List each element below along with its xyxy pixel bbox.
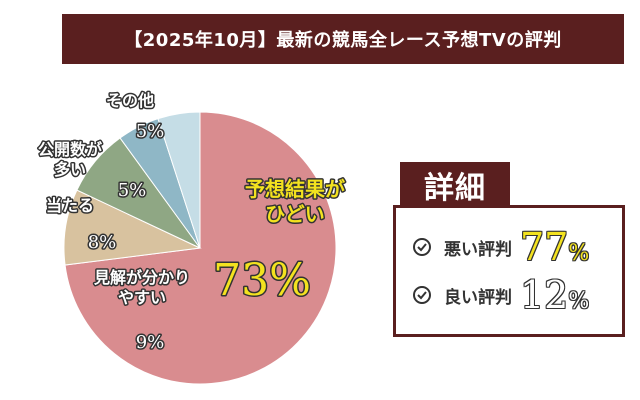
detail-value-good: 12% — [520, 273, 590, 317]
slice-label: その他 — [106, 91, 154, 110]
detail-row-bad: 悪い評判 77% — [412, 228, 589, 266]
pie-slices — [63, 111, 337, 385]
detail-label-bad: 悪い評判 — [444, 239, 512, 260]
slice-value: 9% — [136, 332, 165, 353]
slice-value: 73% — [213, 255, 311, 306]
detail-panel: 悪い評判 77% 良い評判 12% — [393, 205, 625, 337]
slice-label: 予想結果がひどい — [245, 177, 345, 226]
detail-value-bad: 77% — [520, 225, 590, 269]
check-circle-icon — [413, 286, 431, 304]
detail-row-good: 良い評判 12% — [412, 276, 589, 314]
pie-slice — [157, 111, 201, 249]
slice-value: 8% — [88, 232, 117, 253]
slice-label: 公開数が多い — [38, 140, 102, 179]
detail-label-good: 良い評判 — [444, 287, 512, 308]
slice-value: 5% — [118, 180, 147, 201]
slice-value: 5% — [136, 121, 165, 142]
page-title: 【2025年10月】最新の競馬全レース予想TVの評判 — [62, 14, 624, 64]
slice-label: 当たる — [46, 196, 94, 215]
detail-heading: 詳細 — [400, 162, 510, 208]
pie-labels: 予想結果がひどい 73% 見解が分かりやすい 9% 当たる 8% 公開数が多い 5% その他 5% — [36, 90, 346, 355]
check-circle-icon — [413, 238, 431, 256]
slice-label: 見解が分かりやすい — [93, 268, 190, 307]
